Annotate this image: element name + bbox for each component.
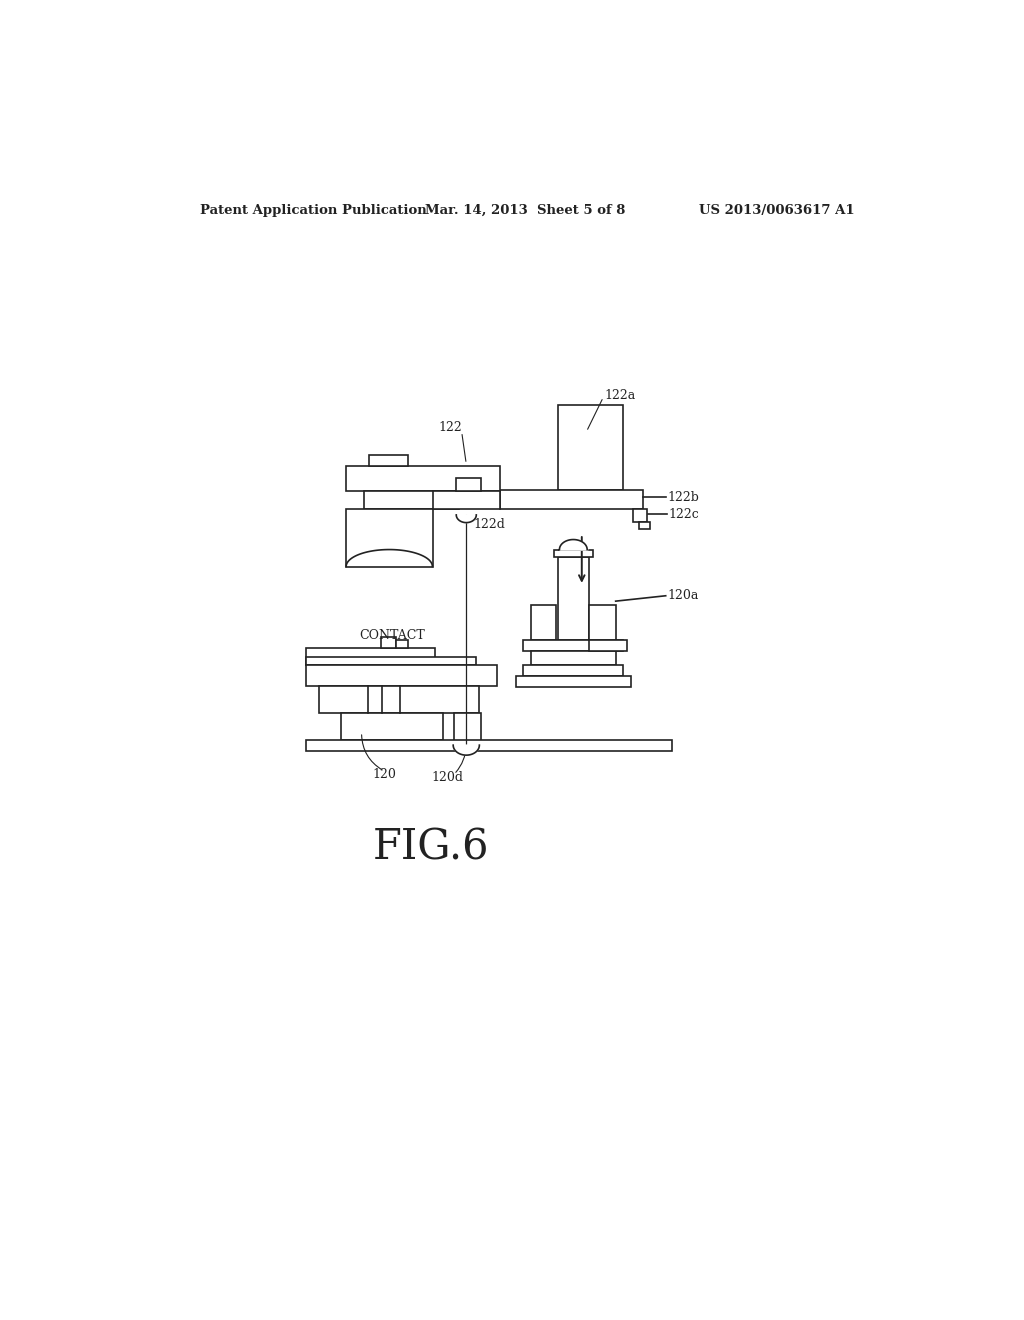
Text: 122: 122 (438, 421, 462, 434)
Bar (396, 640, 408, 648)
Bar (306, 657, 475, 665)
Bar (346, 508, 433, 566)
Text: 120d: 120d (432, 771, 464, 784)
Bar (381, 638, 396, 648)
Text: 120: 120 (373, 768, 396, 781)
Bar (639, 521, 649, 529)
Bar (454, 713, 481, 743)
Text: 122b: 122b (668, 491, 699, 504)
Bar (319, 686, 478, 713)
Text: Patent Application Publication: Patent Application Publication (200, 205, 427, 218)
Bar (457, 478, 481, 491)
Bar (341, 713, 443, 739)
Text: US 2013/0063617 A1: US 2013/0063617 A1 (698, 205, 854, 218)
Bar (558, 405, 624, 490)
Bar (433, 491, 500, 508)
Bar (346, 466, 500, 491)
Text: 122d: 122d (473, 517, 505, 531)
Text: Mar. 14, 2013  Sheet 5 of 8: Mar. 14, 2013 Sheet 5 of 8 (425, 205, 625, 218)
Text: CONTACT: CONTACT (359, 630, 425, 643)
Bar (370, 455, 408, 466)
Text: 122a: 122a (605, 389, 636, 403)
Bar (558, 557, 589, 640)
Text: FIG.6: FIG.6 (373, 826, 489, 869)
Bar (306, 665, 497, 686)
Text: 122c: 122c (669, 508, 699, 520)
Bar (589, 640, 628, 651)
Polygon shape (454, 744, 479, 755)
Bar (523, 640, 624, 651)
Bar (531, 605, 556, 640)
Text: 120a: 120a (668, 589, 698, 602)
Bar (523, 665, 624, 676)
Bar (554, 549, 593, 557)
Bar (500, 490, 643, 508)
Bar (515, 676, 631, 688)
Bar (306, 648, 435, 665)
Bar (589, 605, 615, 640)
Polygon shape (457, 515, 476, 523)
Bar (531, 651, 615, 665)
Bar (306, 739, 672, 751)
Bar (364, 491, 460, 508)
Bar (634, 508, 647, 521)
